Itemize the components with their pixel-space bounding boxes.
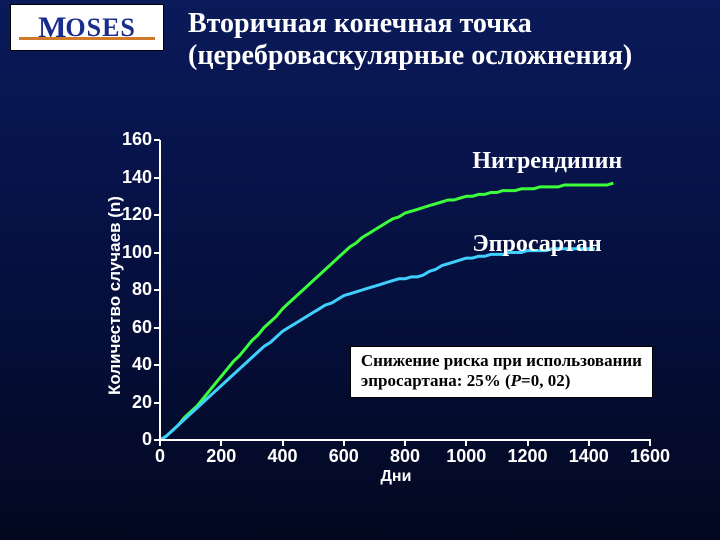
x-tick-label: 0	[135, 446, 185, 467]
slide-root: MOSES Вторичная конечная точка (церебров…	[0, 0, 720, 540]
series-line-Эпросартан	[160, 249, 595, 440]
x-tick-label: 1000	[441, 446, 491, 467]
y-tick	[154, 402, 160, 404]
y-tick	[154, 214, 160, 216]
x-tick-label: 400	[258, 446, 308, 467]
y-tick-label: 120	[102, 204, 152, 225]
x-tick-label: 200	[196, 446, 246, 467]
y-tick	[154, 289, 160, 291]
x-tick-label: 1400	[564, 446, 614, 467]
logo-underline	[19, 37, 155, 40]
y-tick	[154, 252, 160, 254]
series-label: Нитрендипин	[472, 148, 622, 175]
x-tick-label: 1600	[625, 446, 675, 467]
annotation-line2c: =0, 02)	[521, 371, 570, 390]
y-tick-label: 160	[102, 129, 152, 150]
x-axis-title: Дни	[381, 468, 412, 486]
x-tick-label: 1200	[503, 446, 553, 467]
y-tick-label: 80	[102, 279, 152, 300]
x-tick-label: 600	[319, 446, 369, 467]
annotation-line2a: эпросартана: 25% (	[361, 371, 511, 390]
y-tick-label: 140	[102, 167, 152, 188]
risk-reduction-annotation: Снижение риска при использовании эпросар…	[350, 346, 653, 399]
slide-title: Вторичная конечная точка (цереброваскуля…	[188, 8, 700, 72]
annotation-line1: Снижение риска при использовании	[361, 351, 642, 370]
title-line2: (цереброваскулярные осложнения)	[188, 40, 632, 71]
chart-container: Количество случаев (n) НитрендипинЭпроса…	[100, 140, 660, 470]
x-tick-label: 800	[380, 446, 430, 467]
y-tick-label: 40	[102, 354, 152, 375]
y-tick	[154, 177, 160, 179]
y-tick-label: 100	[102, 242, 152, 263]
y-tick-label: 20	[102, 392, 152, 413]
y-tick	[154, 364, 160, 366]
series-label: Эпросартан	[472, 231, 601, 258]
moses-logo: MOSES	[10, 4, 164, 51]
series-line-Нитрендипин	[160, 183, 613, 440]
annotation-p-italic: Р	[511, 371, 521, 390]
title-line1: Вторичная конечная точка	[188, 8, 532, 39]
y-tick	[154, 327, 160, 329]
y-tick-label: 60	[102, 317, 152, 338]
y-tick	[154, 139, 160, 141]
